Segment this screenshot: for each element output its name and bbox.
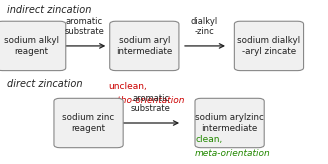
Text: indirect zincation: indirect zincation	[7, 5, 91, 15]
Text: clean,: clean,	[195, 135, 222, 144]
Text: sodium zinc
reagent: sodium zinc reagent	[62, 113, 115, 133]
Text: dialkyl
-zinc: dialkyl -zinc	[191, 17, 218, 36]
Text: ortho-orientation: ortho-orientation	[108, 96, 185, 105]
Text: sodium aryl
intermediate: sodium aryl intermediate	[116, 36, 173, 56]
FancyBboxPatch shape	[195, 98, 264, 148]
FancyBboxPatch shape	[110, 21, 179, 71]
FancyBboxPatch shape	[54, 98, 123, 148]
Text: sodium dialkyl
-aryl zincate: sodium dialkyl -aryl zincate	[237, 36, 300, 56]
Text: sodium arylzinc
intermediate: sodium arylzinc intermediate	[195, 113, 264, 133]
Text: unclean,: unclean,	[108, 82, 147, 91]
Text: aromatic
substrate: aromatic substrate	[64, 17, 104, 36]
Text: direct zincation: direct zincation	[7, 79, 82, 89]
Text: sodium alkyl
reagent: sodium alkyl reagent	[4, 36, 59, 56]
Text: aromatic
substrate: aromatic substrate	[131, 94, 171, 113]
FancyBboxPatch shape	[0, 21, 66, 71]
FancyBboxPatch shape	[234, 21, 303, 71]
Text: meta-orientation: meta-orientation	[195, 149, 271, 158]
